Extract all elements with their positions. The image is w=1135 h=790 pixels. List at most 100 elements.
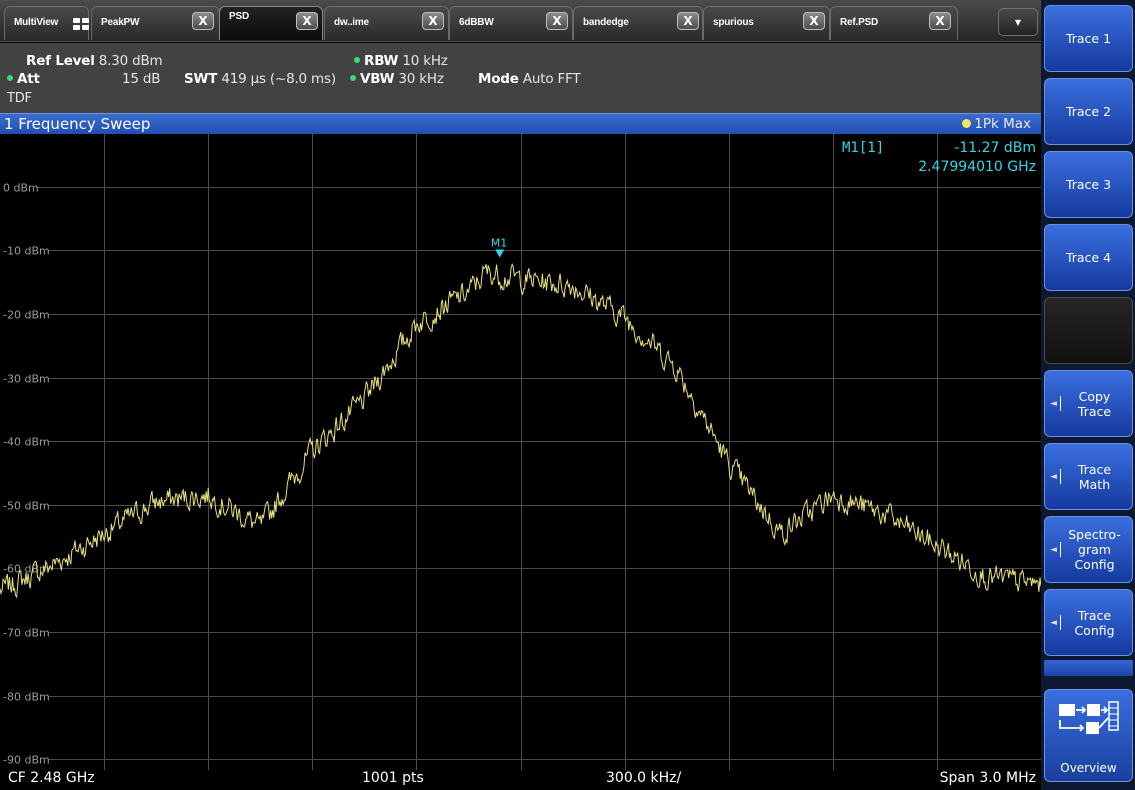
tab-label: dw..ime	[334, 17, 369, 28]
softkey-label: Trace 4	[1065, 250, 1112, 265]
diagram-title-bar[interactable]: 1 Frequency Sweep 1Pk Max	[0, 113, 1041, 134]
close-icon[interactable]: X	[546, 12, 568, 30]
y-tick-label-backing	[0, 690, 49, 703]
softkey-label: Copy Trace	[1077, 388, 1112, 419]
softkey-blank[interactable]	[1044, 297, 1133, 364]
tab-bandedge[interactable]: bandedge X	[573, 6, 703, 40]
tab-label: MultiView	[14, 17, 59, 28]
tab-label: 6dBBW	[459, 17, 494, 28]
tab-multiview[interactable]: MultiView	[4, 6, 89, 40]
multiview-grid-icon	[73, 18, 89, 31]
y-tick-label: -10 dBm	[3, 245, 50, 258]
att-value-wrap: 15 dB	[122, 71, 161, 87]
diagram-footer: CF 2.48 GHz 1001 pts 300.0 kHz/ Span 3.0…	[0, 770, 1041, 790]
tab-dwell-time[interactable]: dw..ime X	[324, 6, 449, 40]
tab-ref-psd[interactable]: Ref.PSD X	[830, 6, 958, 40]
rbw-setting: RBW 10 kHz	[354, 53, 448, 69]
tab-peakpw[interactable]: PeakPW X	[91, 6, 220, 40]
rbw-key: RBW	[364, 53, 399, 69]
close-icon[interactable]: X	[192, 12, 214, 30]
sweep-time-setting: SWT 419 µs (~8.0 ms)	[184, 71, 336, 87]
softkey-copy-trace[interactable]: ◄ Copy Trace	[1044, 370, 1133, 437]
tdf-indicator: TDF	[7, 91, 32, 106]
y-tick-label: -60 dBm	[3, 563, 50, 576]
softkey-trace-3[interactable]: Trace 3	[1044, 151, 1133, 218]
trace-1-line	[0, 262, 1041, 599]
y-tick-label-backing	[0, 626, 49, 639]
trace-info: 1Pk Max	[962, 116, 1031, 132]
marker-m1-label: M1	[491, 236, 508, 249]
y-tick-label-backing	[0, 244, 49, 257]
y-tick-label-backing	[0, 308, 49, 321]
close-icon[interactable]: X	[296, 12, 318, 30]
softkey-trace-2[interactable]: Trace 2	[1044, 78, 1133, 145]
horizontal-gridlines	[0, 187, 1041, 760]
overview-button[interactable]: Overview	[1044, 689, 1133, 782]
marker-readout-frequency: 2.47994010 GHz	[918, 159, 1036, 175]
y-tick-label: -50 dBm	[3, 500, 50, 513]
frequency-span: Span 3.0 MHz	[939, 770, 1036, 786]
softkey-label: Trace 1	[1065, 31, 1112, 46]
channel-settings-panel[interactable]: Ref Level 8.30 dBm Att 15 dB SWT 419 µs …	[0, 43, 1041, 113]
softkey-label: Trace Math	[1077, 461, 1112, 492]
vertical-gridlines	[104, 134, 938, 770]
y-tick-label: -40 dBm	[3, 436, 50, 449]
close-icon[interactable]: X	[422, 12, 444, 30]
close-icon[interactable]: X	[929, 12, 951, 30]
close-icon[interactable]: X	[803, 12, 825, 30]
softkey-spectrogram-config[interactable]: ◄ Spectro-gram Config	[1044, 516, 1133, 583]
measurement-tab-bar: MultiView PeakPW X PSD X dw..ime X 6dBBW…	[0, 0, 1041, 42]
status-dot-icon	[354, 57, 360, 63]
ref-level-setting: Ref Level 8.30 dBm	[26, 53, 163, 69]
status-dot-icon	[350, 75, 356, 81]
y-tick-label: -30 dBm	[3, 373, 50, 386]
y-tick-label-backing	[0, 435, 49, 448]
ref-level-key: Ref Level	[26, 53, 95, 69]
marker-readout-name: M1[1]	[842, 140, 884, 156]
submenu-arrow-icon: ◄	[1050, 468, 1061, 485]
tab-label: PSD	[229, 11, 249, 22]
marker-readout-level: -11.27 dBm	[954, 140, 1036, 156]
y-tick-label-backing	[0, 753, 49, 766]
plot-background	[0, 134, 1041, 770]
attenuation-setting: Att	[7, 71, 40, 87]
vbw-setting: VBW 30 kHz	[350, 71, 444, 87]
tab-psd[interactable]: PSD X	[219, 6, 323, 40]
vbw-key: VBW	[360, 71, 395, 87]
y-tick-label: -20 dBm	[3, 309, 50, 322]
marker-m1-triangle-icon[interactable]	[495, 249, 505, 258]
y-tick-label: -80 dBm	[3, 691, 50, 704]
sweep-points: 1001 pts	[362, 770, 424, 786]
tab-spurious[interactable]: spurious X	[703, 6, 830, 40]
y-tick-label: -70 dBm	[3, 627, 50, 640]
swt-key: SWT	[184, 71, 218, 87]
softkey-trace-math[interactable]: ◄ Trace Math	[1044, 443, 1133, 510]
y-axis-tick-labels: 0 dBm -10 dBm -20 dBm -30 dBm -40 dBm -50 dBm…	[0, 181, 50, 767]
tab-label: PeakPW	[101, 17, 140, 28]
submenu-arrow-icon: ◄	[1050, 541, 1061, 558]
softkey-trace-4[interactable]: Trace 4	[1044, 224, 1133, 291]
softkey-trace-1[interactable]: Trace 1	[1044, 5, 1133, 72]
frequency-per-division: 300.0 kHz/	[606, 770, 682, 786]
trace-color-dot-icon	[962, 119, 972, 128]
att-key: Att	[17, 71, 40, 87]
tab-label: spurious	[713, 17, 754, 28]
submenu-arrow-icon: ◄	[1050, 395, 1061, 412]
y-tick-label-backing	[0, 499, 49, 512]
fft-mode-setting: Mode Auto FFT	[478, 71, 581, 87]
softkey-panel: Trace 1 Trace 2 Trace 3 Trace 4 ◄ Copy Tr…	[1041, 0, 1135, 790]
overview-label: Overview	[1060, 761, 1117, 775]
spectrum-plot[interactable]: 0 dBm -10 dBm -20 dBm -30 dBm -40 dBm -50 dBm…	[0, 134, 1041, 770]
diagram-title: 1 Frequency Sweep	[4, 115, 151, 133]
att-value: 15 dB	[122, 71, 161, 87]
rbw-value: 10 kHz	[402, 53, 448, 69]
close-icon[interactable]: X	[677, 12, 699, 30]
y-tick-label: 0 dBm	[3, 182, 39, 195]
tab-6dbbw[interactable]: 6dBBW X	[449, 6, 573, 40]
y-tick-label-backing	[0, 562, 49, 575]
softkey-trace-config[interactable]: ◄ Trace Config	[1044, 589, 1133, 656]
softkey-label: Spectro-gram Config	[1068, 527, 1121, 572]
tab-label: Ref.PSD	[840, 17, 879, 28]
tab-overflow-chevron-icon[interactable]: ▼	[998, 8, 1038, 36]
y-tick-label: -90 dBm	[3, 754, 50, 767]
